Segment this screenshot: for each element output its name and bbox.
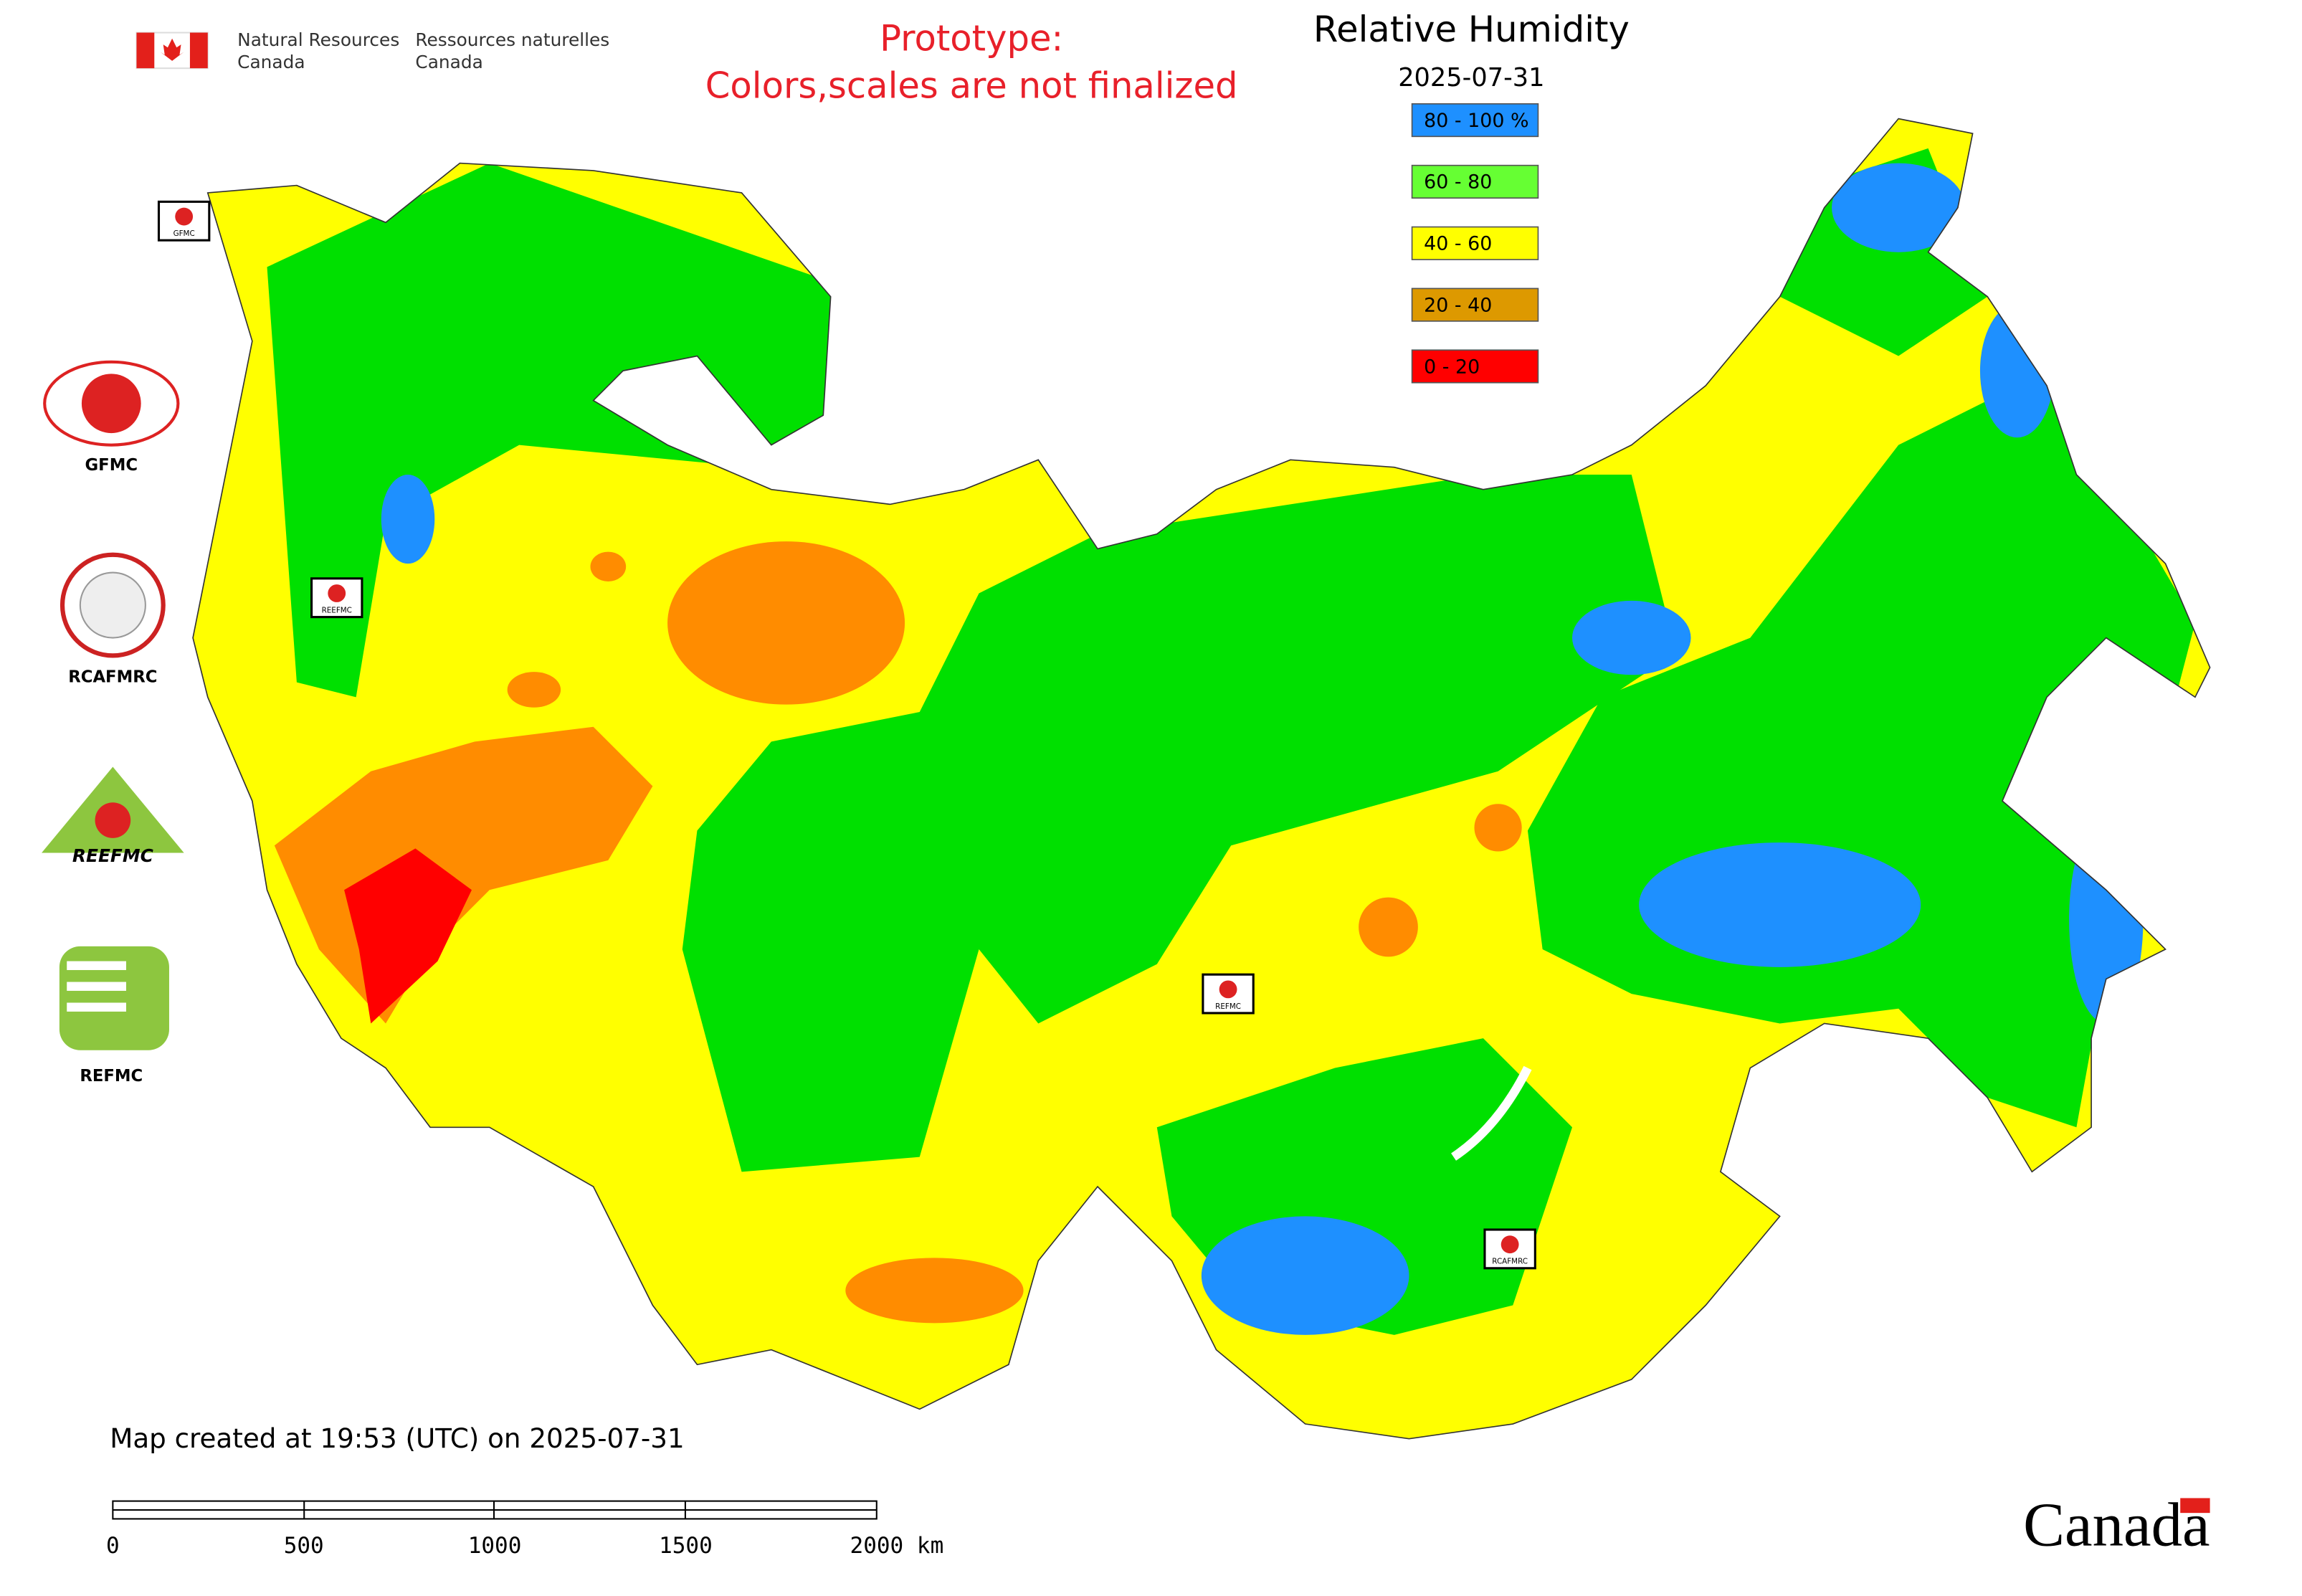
zone-80-100	[1979, 304, 2055, 438]
scale-label: 500	[284, 1533, 324, 1559]
zone-0-20	[344, 848, 472, 1024]
legend-swatch	[1411, 164, 1539, 199]
zone-60-80	[267, 163, 831, 698]
marker-icon	[1219, 980, 1237, 999]
logo-label: RCAFMRC	[68, 668, 157, 687]
created-note: Map created at 19:53 (UTC) on 2025-07-31	[110, 1422, 684, 1454]
zone-20-40	[845, 1258, 1024, 1324]
zone-80-100	[2069, 815, 2144, 1024]
marker-label: RCAFMRC	[1492, 1258, 1528, 1266]
canada-flag	[135, 32, 209, 70]
zone-80-100	[1572, 600, 1691, 675]
zone-80-100	[1201, 1216, 1409, 1335]
lake	[1451, 1065, 1532, 1161]
humidity-map	[193, 118, 2210, 1439]
marker-icon	[1500, 1235, 1519, 1254]
scale-label: 1500	[659, 1533, 713, 1559]
legend-swatch	[1411, 103, 1539, 138]
zone-80-100	[381, 475, 435, 564]
marker-label: REEFMC	[322, 606, 352, 614]
legend: 80 - 100 % 60 - 80 40 - 60 20 - 40 0 - 20	[1411, 103, 1539, 384]
logo-refmc: REFMC	[59, 946, 169, 1086]
logo-reefmc: REEFMC	[42, 766, 184, 866]
logo-label: REFMC	[80, 1067, 143, 1086]
agency-fr: Ressources naturelles	[415, 29, 609, 50]
zone-80-100	[1639, 842, 1921, 967]
zone-20-40	[590, 551, 627, 581]
logo-label: GFMC	[85, 456, 138, 475]
agency-en: Canada	[237, 52, 305, 72]
zone-20-40	[667, 541, 905, 705]
zone-20-40	[507, 672, 561, 708]
scale-label: 1000	[468, 1533, 522, 1559]
legend-label: 80 - 100 %	[1424, 110, 1528, 132]
scale-label: 2000 km	[850, 1533, 944, 1559]
zone-80-100	[1832, 163, 1966, 252]
map-date: 2025-07-31	[1398, 63, 1544, 92]
notice: Prototype:	[880, 17, 1063, 59]
legend-label: 0 - 20	[1424, 356, 1480, 378]
legend-swatch	[1411, 349, 1539, 384]
legend-swatch	[1411, 226, 1539, 260]
notice: Colors,scales are not finalized	[705, 65, 1238, 107]
legend-label: 60 - 80	[1424, 171, 1492, 194]
legend-label: 40 - 60	[1424, 233, 1492, 255]
logo-label: REEFMC	[72, 845, 153, 866]
canada-wordmark: Canada	[2023, 1491, 2210, 1559]
map-markers: GFMC REEFMC REFMC RCAFMRC	[157, 200, 1536, 1270]
wordmark-flag	[2180, 1498, 2210, 1514]
marker-label: REFMC	[1215, 1002, 1241, 1011]
scale-labels: 0 500 1000 1500 2000 km	[106, 1533, 943, 1559]
marker-icon	[175, 207, 194, 226]
logo-rcafmrc: RCAFMRC	[60, 552, 166, 687]
map-title: Relative Humidity	[1313, 9, 1630, 50]
legend-label: 20 - 40	[1424, 294, 1492, 316]
scale-label: 0	[106, 1533, 120, 1559]
marker-icon	[328, 584, 346, 602]
logo-gfmc: GFMC	[43, 360, 180, 475]
zone-20-40	[1359, 897, 1418, 957]
marker-label: GFMC	[173, 229, 195, 238]
agency-fr: Canada	[415, 52, 482, 72]
zone-20-40	[1474, 804, 1522, 852]
legend-swatch	[1411, 288, 1539, 322]
scale-bar	[112, 1500, 877, 1520]
agency-en: Natural Resources	[237, 29, 399, 50]
zone-60-80	[682, 475, 1676, 1172]
